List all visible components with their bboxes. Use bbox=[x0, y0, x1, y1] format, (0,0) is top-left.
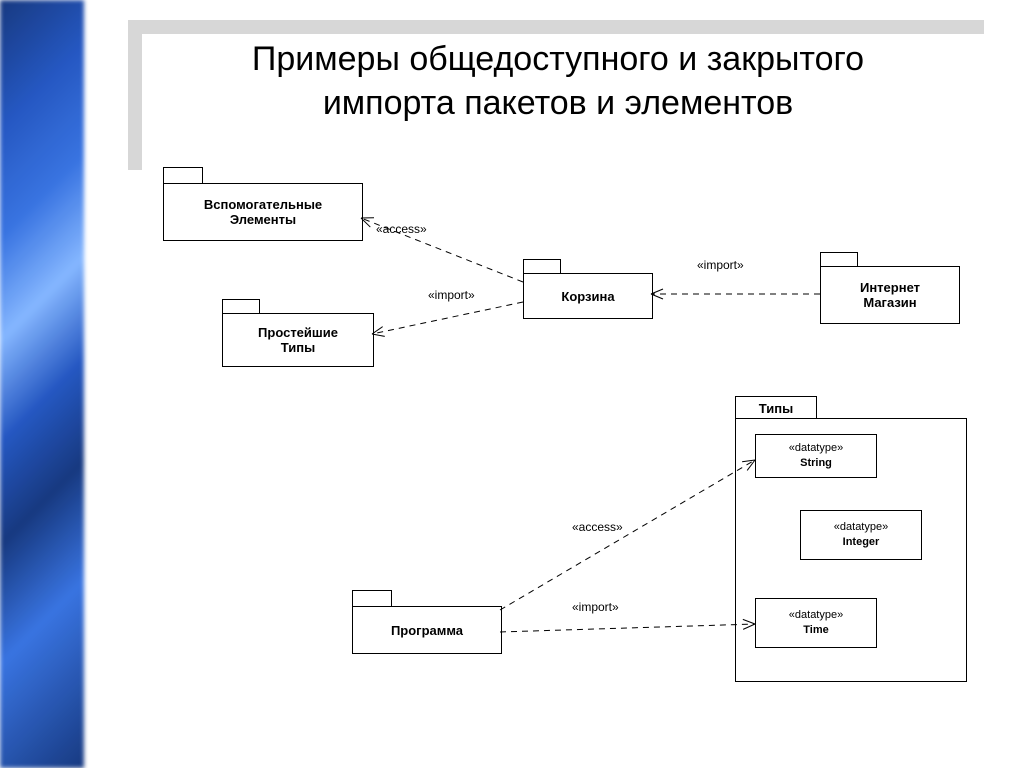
package-program-body: Программа bbox=[352, 606, 502, 654]
edge-label-4: «import» bbox=[572, 600, 619, 614]
datatype-time-stereo: «datatype» bbox=[789, 608, 843, 623]
datatype-string-name: String bbox=[800, 456, 832, 471]
package-inetshop-body: Интернет Магазин bbox=[820, 266, 960, 324]
diagram-stage: Вспомогательные Элементы Корзина Интерне… bbox=[0, 0, 1024, 768]
datatype-integer-stereo: «datatype» bbox=[834, 520, 888, 535]
datatype-integer-name: Integer bbox=[843, 535, 880, 550]
edge-label-0: «access» bbox=[376, 222, 427, 236]
edge-label-3: «access» bbox=[572, 520, 623, 534]
edge-label-1: «import» bbox=[428, 288, 475, 302]
package-helpers-body: Вспомогательные Элементы bbox=[163, 183, 363, 241]
datatype-integer: «datatype» Integer bbox=[800, 510, 922, 560]
package-types-tab: Типы bbox=[735, 396, 817, 420]
datatype-string-stereo: «datatype» bbox=[789, 441, 843, 456]
datatype-time-name: Time bbox=[803, 623, 828, 638]
package-basket-body: Корзина bbox=[523, 273, 653, 319]
package-simple-body: Простейшие Типы bbox=[222, 313, 374, 367]
datatype-time: «datatype» Time bbox=[755, 598, 877, 648]
edge-label-2: «import» bbox=[697, 258, 744, 272]
datatype-string: «datatype» String bbox=[755, 434, 877, 478]
